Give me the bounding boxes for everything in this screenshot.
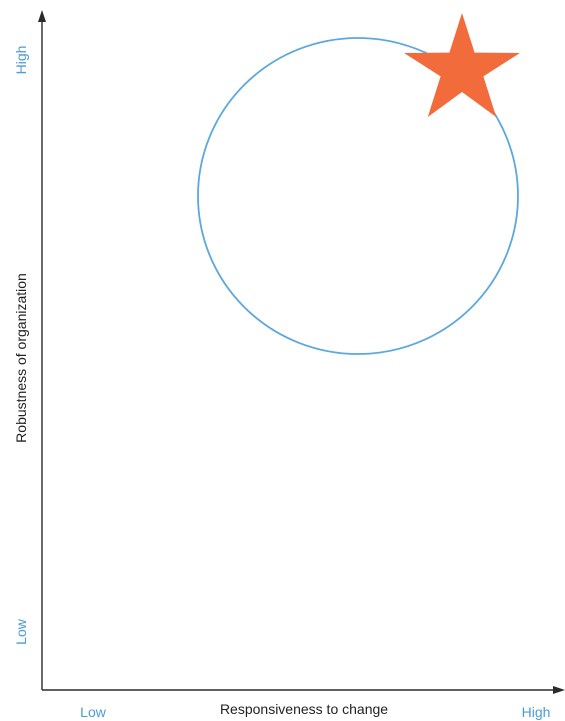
x-axis-low-label: Low xyxy=(80,704,107,720)
star-icon xyxy=(404,13,520,117)
y-axis-high-label: High xyxy=(13,46,29,75)
x-axis-title: Responsiveness to change xyxy=(220,701,388,717)
circle-outline xyxy=(197,37,519,355)
y-axis-arrowhead xyxy=(38,10,46,22)
x-axis-high-label: High xyxy=(522,704,551,720)
y-axis-low-label: Low xyxy=(13,618,29,645)
x-axis-arrowhead xyxy=(553,686,565,694)
y-axis-title: Robustness of organization xyxy=(13,273,29,443)
